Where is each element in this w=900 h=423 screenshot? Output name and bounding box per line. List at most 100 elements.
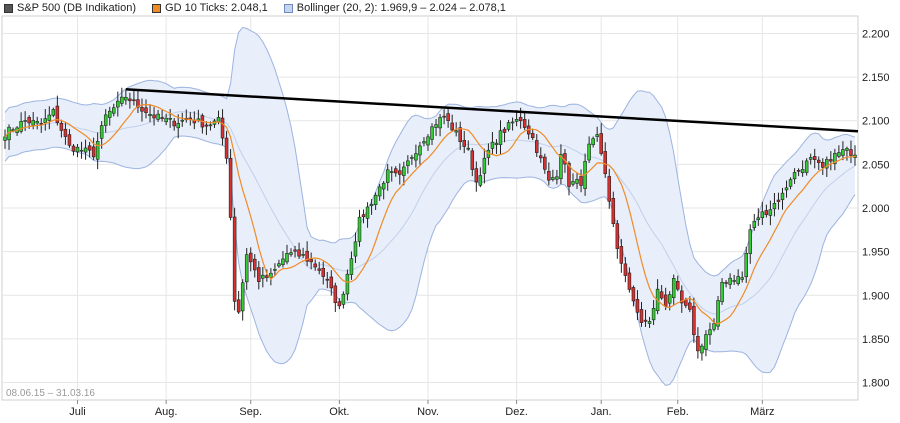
- candle: [240, 279, 245, 321]
- candle: [91, 137, 96, 160]
- candle-body: [812, 156, 817, 160]
- candle: [349, 251, 354, 280]
- candle-body: [551, 177, 555, 180]
- candle-body: [281, 258, 285, 265]
- candle-body: [224, 137, 229, 159]
- bollinger-swatch: [283, 3, 293, 13]
- candle: [148, 104, 152, 123]
- candle-body: [833, 152, 837, 165]
- candle: [430, 123, 434, 146]
- candle-body: [410, 157, 414, 159]
- candle: [273, 263, 277, 276]
- candle: [740, 271, 744, 283]
- candle: [607, 168, 612, 209]
- candle: [128, 92, 132, 109]
- candle: [768, 200, 773, 226]
- candle-body: [454, 130, 458, 133]
- candle: [132, 90, 136, 106]
- main-series-swatch: [4, 3, 13, 13]
- candle-body: [732, 280, 736, 282]
- candle: [736, 269, 740, 286]
- candle-body: [261, 274, 265, 279]
- candle-body: [776, 199, 781, 202]
- candle: [502, 127, 507, 143]
- candle: [458, 121, 462, 151]
- candle-body: [95, 140, 100, 160]
- candle-body: [474, 168, 479, 183]
- candle: [784, 180, 789, 198]
- candle-body: [430, 126, 434, 140]
- candle-body: [708, 329, 712, 336]
- candle-body: [265, 275, 269, 278]
- candle-body: [152, 114, 156, 119]
- legend: S&P 500 (DB Indikation) GD 10 Ticks: 2.0…: [0, 0, 518, 16]
- candle: [152, 107, 156, 126]
- candle-body: [176, 123, 180, 129]
- x-tick-label: Sep.: [239, 406, 262, 418]
- candle: [643, 309, 648, 327]
- main-series-label: S&P 500 (DB Indikation): [17, 2, 137, 14]
- candle: [470, 148, 475, 177]
- candle: [325, 271, 330, 289]
- candle: [833, 148, 837, 171]
- candle-body: [232, 216, 237, 302]
- candle: [829, 151, 833, 171]
- candle-body: [567, 162, 571, 187]
- candle: [825, 156, 829, 177]
- candle: [595, 126, 599, 142]
- candle: [228, 149, 233, 221]
- candle: [575, 173, 579, 189]
- candle-body: [128, 98, 132, 102]
- candle: [377, 183, 382, 201]
- candle-body: [19, 121, 23, 132]
- candle: [708, 322, 712, 345]
- candle-body: [240, 282, 245, 312]
- candle: [841, 141, 845, 161]
- candle-body: [482, 157, 487, 174]
- candle-body: [736, 276, 740, 284]
- candle: [389, 166, 394, 182]
- candle: [120, 87, 124, 107]
- candle-body: [51, 109, 56, 116]
- candle-body: [494, 143, 499, 146]
- candle: [627, 267, 632, 293]
- candle-body: [301, 254, 305, 256]
- candle-body: [442, 115, 446, 118]
- candle: [732, 274, 736, 285]
- candle-body: [756, 217, 761, 220]
- candle: [103, 109, 108, 133]
- candle-body: [3, 136, 7, 141]
- y-tick-label: 1.800: [862, 378, 890, 390]
- candle-body: [841, 149, 845, 156]
- candle-body: [627, 272, 632, 290]
- candle: [353, 232, 358, 264]
- candle-body: [63, 128, 68, 137]
- candle-body: [821, 161, 825, 168]
- candle: [313, 259, 317, 271]
- candle: [756, 208, 761, 226]
- y-tick-label: 1.950: [862, 247, 890, 259]
- candle: [301, 247, 305, 259]
- candle-body: [800, 169, 805, 174]
- candle: [83, 139, 88, 160]
- candle: [752, 214, 757, 231]
- candle: [567, 161, 571, 196]
- candle-body: [426, 136, 430, 146]
- candle: [297, 242, 301, 259]
- candle: [478, 167, 483, 188]
- candle: [269, 268, 273, 286]
- candle-body: [547, 170, 551, 181]
- candle-body: [651, 308, 656, 321]
- candle: [498, 120, 503, 155]
- candle: [418, 141, 422, 165]
- candle: [398, 163, 402, 185]
- candle-body: [369, 203, 374, 206]
- candle-body: [579, 176, 583, 186]
- candle: [639, 301, 644, 327]
- candle-body: [663, 294, 668, 307]
- candle: [426, 134, 430, 151]
- candle-body: [402, 166, 406, 176]
- candle-body: [825, 159, 829, 169]
- candle-body: [595, 134, 599, 137]
